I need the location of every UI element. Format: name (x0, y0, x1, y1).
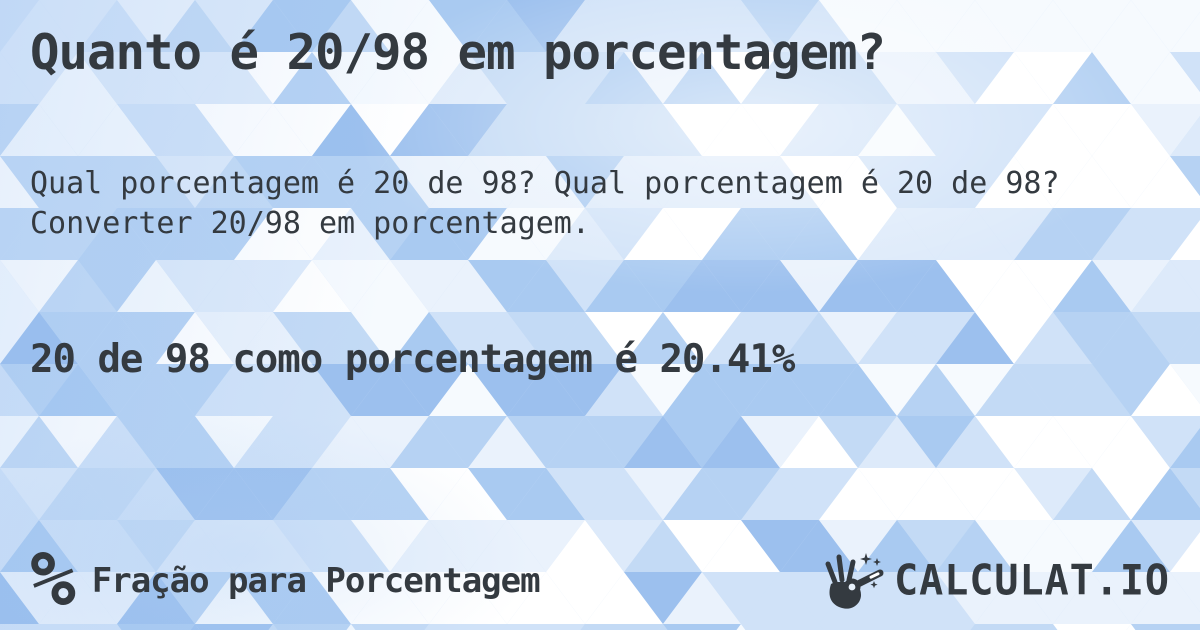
category-label: Fração para Porcentagem (91, 561, 541, 601)
category-block: % Fração para Porcentagem (30, 534, 541, 623)
description-text: Qual porcentagem é 20 de 98? Qual porcen… (30, 166, 1060, 241)
magic-wand-hand-icon (825, 553, 884, 609)
answer-heading: 20 de 98 como porcentagem é 20.41% (30, 337, 795, 382)
footer: % Fração para Porcentagem (30, 534, 1170, 623)
brand-logo: CALCULAT.IO (822, 551, 1170, 611)
brand-name: CALCULAT.IO (894, 556, 1170, 606)
page-title: Quanto é 20/98 em porcentagem? (30, 24, 886, 81)
percent-icon: % (30, 534, 76, 623)
